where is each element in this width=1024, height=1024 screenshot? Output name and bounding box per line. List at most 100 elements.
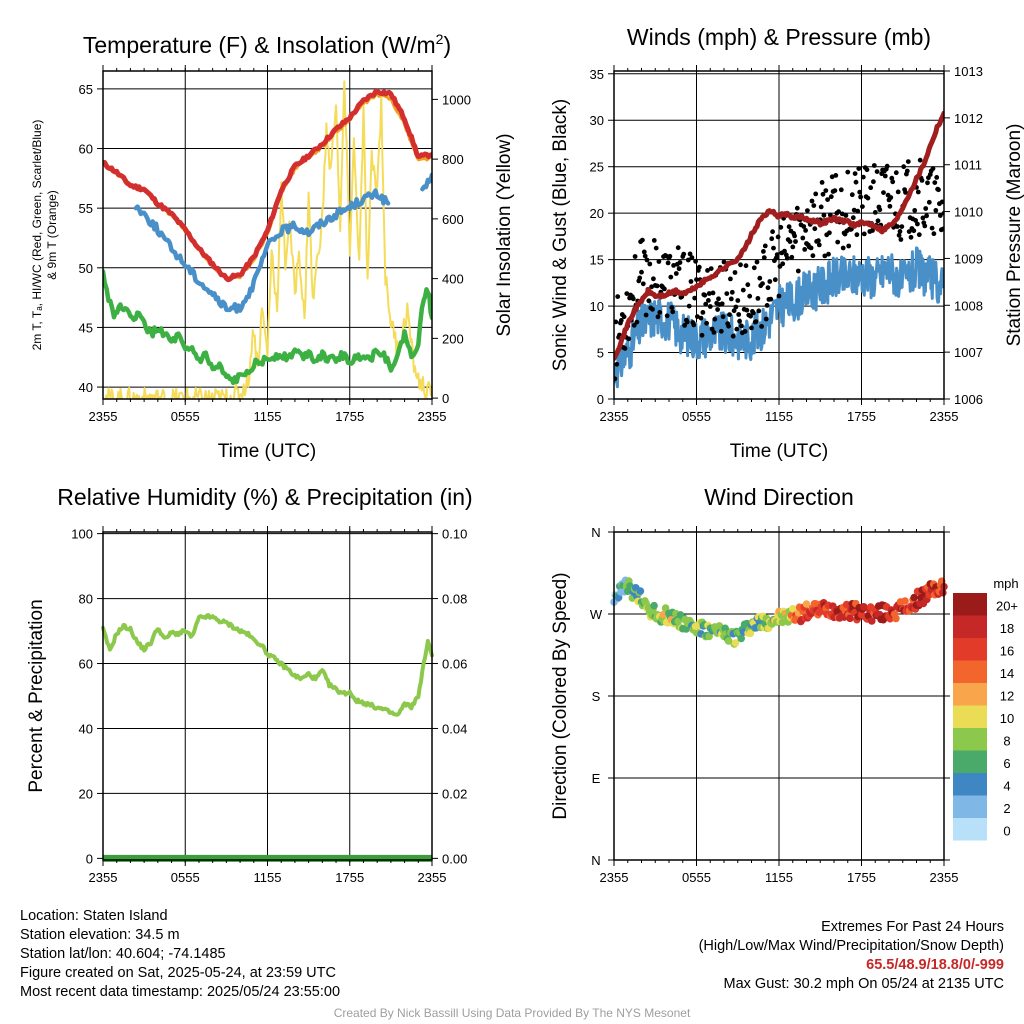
gust-point xyxy=(812,226,818,232)
gust-point xyxy=(767,279,773,284)
gust-point xyxy=(673,271,679,276)
direction-point xyxy=(731,639,740,647)
gust-point xyxy=(738,262,743,268)
gust-point xyxy=(695,314,700,319)
gust-point xyxy=(626,336,632,342)
gust-point xyxy=(692,295,698,301)
extremes-info: Extremes For Past 24 Hours (High/Low/Max… xyxy=(699,918,1004,994)
legend-swatch xyxy=(953,818,987,841)
gust-point xyxy=(689,255,695,260)
gust-point xyxy=(864,167,870,173)
gust-point xyxy=(780,261,786,267)
gust-point xyxy=(734,326,740,332)
gust-point xyxy=(775,234,781,240)
gust-point xyxy=(632,254,638,259)
panel-title: Temperature (F) & Insolation (W/m2) xyxy=(83,31,451,58)
direction-point xyxy=(650,601,658,610)
gust-point xyxy=(792,233,797,239)
y-axis-title-line2: & 9m T (Orange) xyxy=(45,190,59,280)
extremes-values: 65.5/48.9/18.8/0/-999 xyxy=(866,957,1004,973)
gust-point xyxy=(813,191,819,197)
y-tick-label: N xyxy=(591,525,600,540)
panel-frame-3: 2355 0555 1155 1755 2355 0 20 40 60 80 100 0.00 0.02… xyxy=(26,484,473,885)
gust-point xyxy=(764,303,770,308)
direction-point xyxy=(842,600,851,609)
gust-point xyxy=(895,189,901,195)
legend-label: 20+ xyxy=(996,598,1018,613)
y2-tick-label: 600 xyxy=(442,212,464,227)
x-tick-label: 0555 xyxy=(171,409,200,424)
y-tick-label: N xyxy=(591,853,600,868)
gust-point xyxy=(801,224,807,229)
gust-point xyxy=(640,281,646,287)
y2-tick-label: 0.10 xyxy=(442,527,467,542)
gust-point xyxy=(937,213,943,218)
y-tick-label: 45 xyxy=(79,320,93,335)
x-tick-label: 1755 xyxy=(335,870,364,885)
gust-point xyxy=(745,282,751,288)
gust-point xyxy=(934,175,940,180)
y-tick-label: 0 xyxy=(597,392,604,407)
x-tick-label: 0555 xyxy=(682,870,711,885)
x-tick-label: 2355 xyxy=(89,409,118,424)
gust-point xyxy=(829,174,835,180)
direction-point xyxy=(892,614,900,623)
legend-label: 2 xyxy=(1003,801,1010,816)
gust-point xyxy=(899,224,905,230)
gust-point xyxy=(668,274,674,280)
gust-point xyxy=(699,332,705,338)
gust-point xyxy=(811,203,817,209)
gust-point xyxy=(810,253,816,259)
gust-point xyxy=(925,180,930,186)
gust-point xyxy=(730,333,736,339)
legend-swatch xyxy=(953,593,987,616)
gust-point xyxy=(821,212,827,218)
direction-point xyxy=(737,634,745,643)
gust-point xyxy=(860,204,865,210)
gust-point xyxy=(854,232,860,238)
gust-point xyxy=(670,309,676,315)
gust-point xyxy=(621,314,627,320)
gust-point xyxy=(708,266,714,271)
gust-point xyxy=(637,275,643,281)
y2-tick-label: 1010 xyxy=(954,205,983,220)
y-tick-label: 60 xyxy=(79,142,93,157)
y-tick-label: 0 xyxy=(86,851,93,866)
x-tick-label: 2355 xyxy=(930,870,959,885)
y2-tick-label: 0 xyxy=(442,391,449,406)
gust-point xyxy=(737,318,742,324)
gust-point xyxy=(787,239,793,245)
direction-point xyxy=(705,632,713,641)
gust-point xyxy=(724,291,730,296)
series-group xyxy=(614,110,944,389)
gust-point xyxy=(618,318,624,323)
gust-point xyxy=(742,329,748,334)
direction-point xyxy=(636,587,645,595)
gust-point xyxy=(882,173,888,179)
panel-title: Winds (mph) & Pressure (mb) xyxy=(627,24,931,50)
legend-title: mph xyxy=(993,576,1018,591)
y-tick-label: 80 xyxy=(79,592,93,607)
gust-point xyxy=(897,229,903,234)
gust-point xyxy=(691,322,697,328)
gust-point xyxy=(871,163,877,168)
gust-point xyxy=(761,249,766,254)
gust-point xyxy=(906,229,912,235)
gust-point xyxy=(849,192,855,198)
gust-point xyxy=(920,215,926,221)
y-tick-label: 55 xyxy=(79,201,93,216)
gust-point xyxy=(624,291,630,296)
gust-point xyxy=(924,213,929,219)
gust-point xyxy=(684,319,690,325)
max-gust: Max Gust: 30.2 mph On 05/24 at 2135 UTC xyxy=(723,976,1004,992)
y-tick-label: 15 xyxy=(590,253,604,268)
x-tick-label: 1155 xyxy=(254,870,282,885)
y-tick-label: 100 xyxy=(71,527,93,542)
figure-created: Figure created on Sat, 2025-05-24, at 23… xyxy=(20,965,336,981)
gust-point xyxy=(675,245,681,251)
x-tick-label: 2355 xyxy=(418,409,447,424)
gust-point xyxy=(793,239,798,244)
gust-point xyxy=(843,213,849,218)
gust-point xyxy=(794,205,800,211)
gust-point xyxy=(729,289,735,295)
